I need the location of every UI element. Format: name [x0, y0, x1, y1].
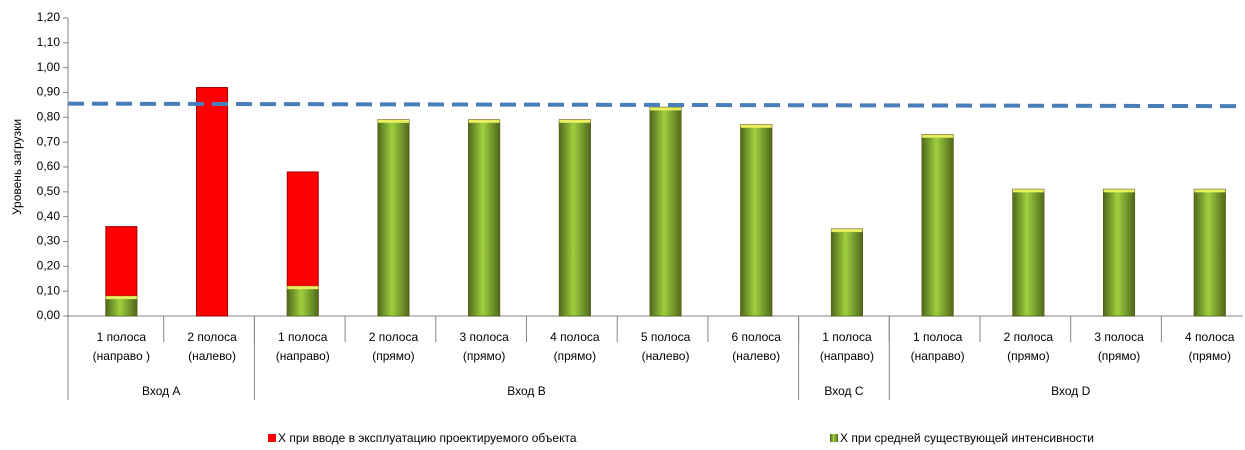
- y-tick-label: 0,60: [37, 159, 61, 173]
- bar-top: [1194, 189, 1226, 193]
- y-tick-label: 0,80: [37, 110, 61, 124]
- reference-line: [67, 101, 1243, 109]
- x-tick-label: 4 полоса: [550, 330, 600, 344]
- bar-top: [105, 296, 137, 300]
- y-tick-label: 0,00: [37, 308, 61, 322]
- x-tick-label: (направо): [911, 349, 965, 363]
- bar: [196, 87, 229, 317]
- x-tick-label: (прямо): [1189, 349, 1231, 363]
- y-tick-label: 1,20: [37, 10, 61, 24]
- y-tick-label: 0,50: [37, 184, 61, 198]
- y-tick-label: 0,20: [37, 259, 61, 273]
- bar-top: [1012, 189, 1044, 193]
- x-tick-label: (налево): [642, 349, 690, 363]
- bar-top: [468, 119, 500, 123]
- bar-top: [287, 286, 319, 290]
- bar-top: [831, 229, 863, 233]
- bar: [286, 285, 319, 317]
- group-label: Вход B: [507, 384, 545, 398]
- x-tick-label: (прямо): [1098, 349, 1140, 363]
- group-label: Вход A: [142, 384, 180, 398]
- x-tick-label: 1 полоса: [97, 330, 147, 344]
- bar-top: [922, 134, 954, 138]
- x-tick-label: 2 полоса: [1004, 330, 1054, 344]
- x-tick-label: 3 полоса: [1094, 330, 1144, 344]
- x-tick-label: (направо ): [93, 349, 150, 363]
- bar-top: [650, 107, 682, 111]
- y-tick-label: 1,00: [37, 60, 61, 74]
- y-tick-label: 0,70: [37, 134, 61, 148]
- bar: [1193, 188, 1226, 317]
- x-tick-label: (прямо): [372, 349, 414, 363]
- y-tick-label: 0,40: [37, 209, 61, 223]
- legend-label: X при средней существующей интенсивности: [840, 431, 1094, 445]
- y-axis-label: Уровень загрузки: [10, 119, 24, 215]
- y-tick-label: 0,90: [37, 85, 61, 99]
- bar-top: [377, 119, 409, 123]
- x-tick-label: 2 полоса: [187, 330, 237, 344]
- x-tick-label: (налево): [732, 349, 780, 363]
- legend-swatch: [268, 434, 276, 442]
- bar: [377, 119, 410, 317]
- bar: [468, 119, 501, 317]
- y-tick-label: 0,10: [37, 283, 61, 297]
- group-label: Вход D: [1051, 384, 1090, 398]
- bar: [921, 134, 954, 317]
- legend-label: X при вводе в эксплуатацию проектируемог…: [278, 431, 577, 445]
- y-tick-label: 0,30: [37, 234, 61, 248]
- x-tick-label: 3 полоса: [459, 330, 509, 344]
- bar-top: [740, 124, 772, 128]
- x-tick-label: (направо): [276, 349, 330, 363]
- bar: [1103, 188, 1135, 317]
- bar: [649, 107, 682, 317]
- bar: [558, 119, 591, 317]
- y-tick-label: 1,10: [37, 35, 61, 49]
- bar-top: [559, 119, 591, 123]
- x-tick-label: (прямо): [554, 349, 596, 363]
- x-tick-label: 1 полоса: [822, 330, 872, 344]
- x-tick-label: (направо): [820, 349, 874, 363]
- legend-swatch: [830, 434, 838, 442]
- group-label: Вход C: [824, 384, 863, 398]
- x-tick-label: 2 полоса: [369, 330, 419, 344]
- x-tick-label: 5 полоса: [641, 330, 691, 344]
- x-tick-label: (прямо): [1007, 349, 1049, 363]
- x-tick-label: (прямо): [463, 349, 505, 363]
- bar: [740, 124, 773, 317]
- x-tick-label: 1 полоса: [913, 330, 963, 344]
- bar: [1012, 188, 1045, 317]
- x-tick-label: 1 полоса: [278, 330, 328, 344]
- x-tick-label: 6 полоса: [732, 330, 782, 344]
- bar: [831, 228, 863, 317]
- bar-top: [1103, 189, 1135, 193]
- x-tick-label: (налево): [188, 349, 236, 363]
- plot: 0,00 0,10 0,20 0,30 0,40 0,50 0,60 0,70 0,80 0,90…: [37, 10, 1243, 400]
- x-tick-label: 4 полоса: [1185, 330, 1235, 344]
